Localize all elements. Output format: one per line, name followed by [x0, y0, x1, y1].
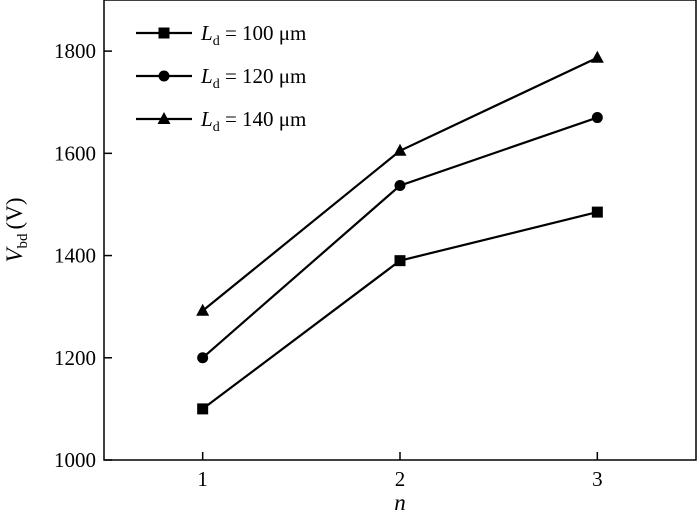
legend-symbol: L: [200, 21, 213, 45]
legend-subscript: d: [213, 34, 220, 49]
legend-label: Ld = 120 μm: [200, 64, 306, 92]
y-axis-label: Vbd (V): [2, 198, 31, 263]
x-tick-label: 2: [395, 467, 406, 491]
series-1: [197, 206, 603, 415]
y-tick-label: 1200: [54, 346, 96, 370]
legend-item: Ld = 140 μm: [136, 107, 306, 135]
data-point: [590, 50, 604, 63]
legend-marker: [157, 112, 171, 124]
y-tick-label: 1800: [54, 39, 96, 63]
data-point: [591, 206, 603, 218]
legend-label: Ld = 100 μm: [200, 21, 306, 49]
legend-subscript: d: [213, 120, 220, 135]
x-tick-label: 3: [592, 467, 603, 491]
svg-text:Vbd(V): Vbd (V): [2, 198, 31, 263]
legend-text: = 120 μm: [220, 64, 307, 88]
y-tick-label: 1600: [54, 141, 96, 165]
data-point: [591, 112, 603, 124]
legend-symbol: L: [200, 107, 213, 131]
legend-marker: [158, 70, 170, 82]
y-axis-ticks: 1000 1200 1400 1600 1800: [54, 39, 112, 472]
x-axis-ticks: 1 2 3: [197, 452, 603, 491]
series-line: [202, 211, 598, 410]
series-2: [197, 112, 603, 364]
legend-label: Ld = 140 μm: [200, 107, 306, 135]
legend-subscript: d: [213, 77, 220, 92]
data-point: [394, 180, 406, 192]
data-point: [197, 403, 209, 415]
legend-text: = 140 μm: [220, 107, 307, 131]
y-tick-label: 1000: [54, 448, 96, 472]
legend-text: = 100 μm: [220, 21, 307, 45]
data-point: [393, 143, 407, 156]
series-layer: [196, 50, 604, 415]
legend-item: Ld = 120 μm: [136, 64, 306, 92]
y-axis-label-symbol: V: [2, 246, 27, 263]
legend-item: Ld = 100 μm: [136, 21, 306, 49]
legend-symbol: L: [200, 64, 213, 88]
plot-frame: [103, 0, 697, 461]
y-tick-label: 1400: [54, 244, 96, 268]
data-point: [197, 352, 209, 364]
data-point: [394, 255, 406, 267]
y-axis-label-subscript: bd: [15, 233, 31, 249]
y-axis-label-unit: (V): [2, 198, 27, 230]
data-point: [196, 303, 210, 316]
x-tick-label: 1: [197, 467, 208, 491]
legend-marker: [158, 27, 170, 39]
series-3: [196, 50, 604, 316]
x-axis-label: n: [394, 490, 406, 513]
